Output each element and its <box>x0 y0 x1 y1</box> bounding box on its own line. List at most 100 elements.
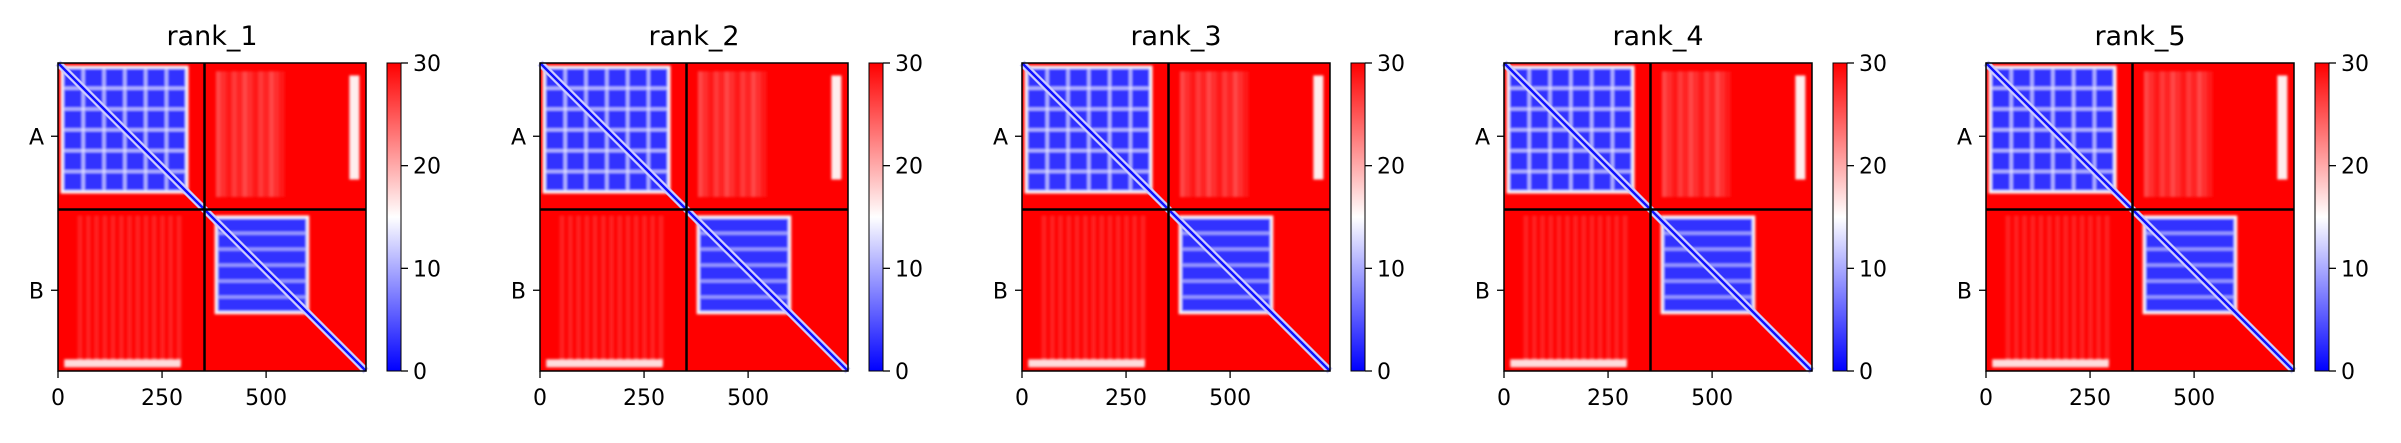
off-diagonal-stripe <box>1548 215 1554 365</box>
off-diagonal-stripe <box>94 215 100 365</box>
off-diagonal-stripe <box>2030 215 2036 365</box>
x-tick-label: 0 <box>51 386 65 411</box>
off-diagonal-stripe <box>242 71 248 198</box>
off-diagonal-stripe <box>2038 215 2044 365</box>
off-diagonal-stripe <box>2277 75 2288 180</box>
off-diagonal-stripe <box>1699 71 1705 198</box>
colorbar-tick-label: 30 <box>2341 52 2369 77</box>
domain-boundary <box>1662 231 1754 235</box>
domain-boundary <box>144 67 147 193</box>
off-diagonal-stripe <box>2159 71 2165 198</box>
off-diagonal-stripe <box>1589 215 1595 365</box>
pae-panel: rank_4 0 250 500 A B 0 10 20 30 <box>1475 21 1887 411</box>
off-diagonal-stripe <box>740 71 746 198</box>
domain-boundary <box>1180 279 1272 283</box>
off-diagonal-stripe <box>1523 215 1529 365</box>
off-diagonal-stripe <box>1227 71 1233 198</box>
pae-panel: rank_1 0 250 500 A B 0 10 20 30 <box>29 21 441 411</box>
off-diagonal-stripe <box>567 215 573 365</box>
colorbar-tick-label: 0 <box>1859 360 1873 385</box>
domain-boundary <box>1662 295 1754 299</box>
off-diagonal-stripe <box>258 71 264 198</box>
off-diagonal-stripe <box>1605 215 1611 365</box>
off-diagonal-stripe <box>2013 215 2019 365</box>
colorbar <box>1832 62 1848 372</box>
off-diagonal-stripe <box>1041 215 1047 365</box>
off-diagonal-stripe <box>226 71 232 198</box>
off-diagonal-stripe <box>1140 215 1146 365</box>
off-diagonal-stripe <box>110 215 116 365</box>
off-diagonal-stripe <box>159 215 165 365</box>
off-diagonal-stripe <box>1107 215 1113 365</box>
off-diagonal-stripe <box>1795 75 1806 180</box>
off-diagonal-stripe <box>1597 215 1603 365</box>
off-diagonal-stripe <box>127 215 133 365</box>
domain-boundary <box>2144 231 2236 235</box>
domain-boundary <box>2072 67 2075 193</box>
off-diagonal-stripe <box>1573 215 1579 365</box>
domain-boundary <box>1662 279 1754 283</box>
off-diagonal-stripe <box>745 71 751 198</box>
domain-boundary <box>1180 295 1272 299</box>
off-diagonal-stripe <box>1540 215 1546 365</box>
diagonal <box>1985 62 2295 372</box>
off-diagonal-stripe <box>713 71 719 198</box>
diagonal <box>1503 62 1813 372</box>
off-diagonal-stripe <box>1082 215 1088 365</box>
off-diagonal-stripe <box>1238 71 1244 198</box>
off-diagonal-stripe <box>1709 71 1715 198</box>
domain-boundary <box>1026 149 1152 152</box>
colorbar-tick-label: 0 <box>413 360 427 385</box>
domain-boundary <box>62 149 188 152</box>
pae-panel: rank_2 0 250 500 A B 0 10 20 30 <box>511 21 923 411</box>
off-diagonal-stripe <box>1206 71 1212 198</box>
domain-boundary <box>1508 170 1634 173</box>
colorbar-tick-label: 0 <box>895 360 909 385</box>
off-diagonal-stripe <box>1179 71 1185 198</box>
off-diagonal-stripe <box>2170 71 2176 198</box>
x-tick-label: 500 <box>727 386 769 411</box>
off-diagonal-stripe <box>1715 71 1721 198</box>
panel-title: rank_3 <box>1130 21 1221 52</box>
off-diagonal-stripe <box>1725 71 1731 198</box>
domain-boundary <box>698 247 790 251</box>
off-diagonal-stripe <box>724 71 730 198</box>
y-tick-label: A <box>1957 125 1972 150</box>
off-diagonal-stripe <box>1672 71 1678 198</box>
plot-frame <box>1985 62 2295 372</box>
colorbar-tick-label: 30 <box>895 52 923 77</box>
off-diagonal-stripe <box>617 215 623 365</box>
off-diagonal-stripe <box>1058 215 1064 365</box>
off-diagonal-stripe <box>231 71 237 198</box>
off-diagonal-stripe <box>576 215 582 365</box>
off-diagonal-stripe <box>237 71 243 198</box>
off-diagonal-stripe <box>2154 71 2160 198</box>
off-diagonal-stripe <box>1123 215 1129 365</box>
off-diagonal-stripe <box>118 215 124 365</box>
colorbar-tick-label: 30 <box>413 52 441 77</box>
off-diagonal-stripe <box>1581 215 1587 365</box>
off-diagonal-stripe <box>143 215 149 365</box>
off-diagonal-stripe <box>751 71 757 198</box>
off-diagonal-stripe <box>349 75 360 180</box>
off-diagonal-stripe <box>221 71 227 198</box>
x-tick-label: 250 <box>2069 386 2111 411</box>
off-diagonal-stripe <box>1195 71 1201 198</box>
off-diagonal-stripe <box>1992 359 2109 368</box>
domain-boundary <box>1990 170 2116 173</box>
off-diagonal-stripe <box>2079 215 2085 365</box>
off-diagonal-stripe <box>2175 71 2181 198</box>
off-diagonal-stripe <box>176 215 182 365</box>
off-diagonal-stripe <box>274 71 280 198</box>
off-diagonal-stripe <box>1688 71 1694 198</box>
x-tick-label: 0 <box>1979 386 1993 411</box>
off-diagonal-stripe <box>1683 71 1689 198</box>
x-tick-label: 500 <box>245 386 287 411</box>
off-diagonal-stripe <box>1243 71 1249 198</box>
off-diagonal-stripe <box>584 215 590 365</box>
off-diagonal-stripe <box>2022 215 2028 365</box>
domain-boundary <box>2144 295 2236 299</box>
off-diagonal-stripe <box>1074 215 1080 365</box>
colorbar-tick-label: 20 <box>1377 155 1405 180</box>
